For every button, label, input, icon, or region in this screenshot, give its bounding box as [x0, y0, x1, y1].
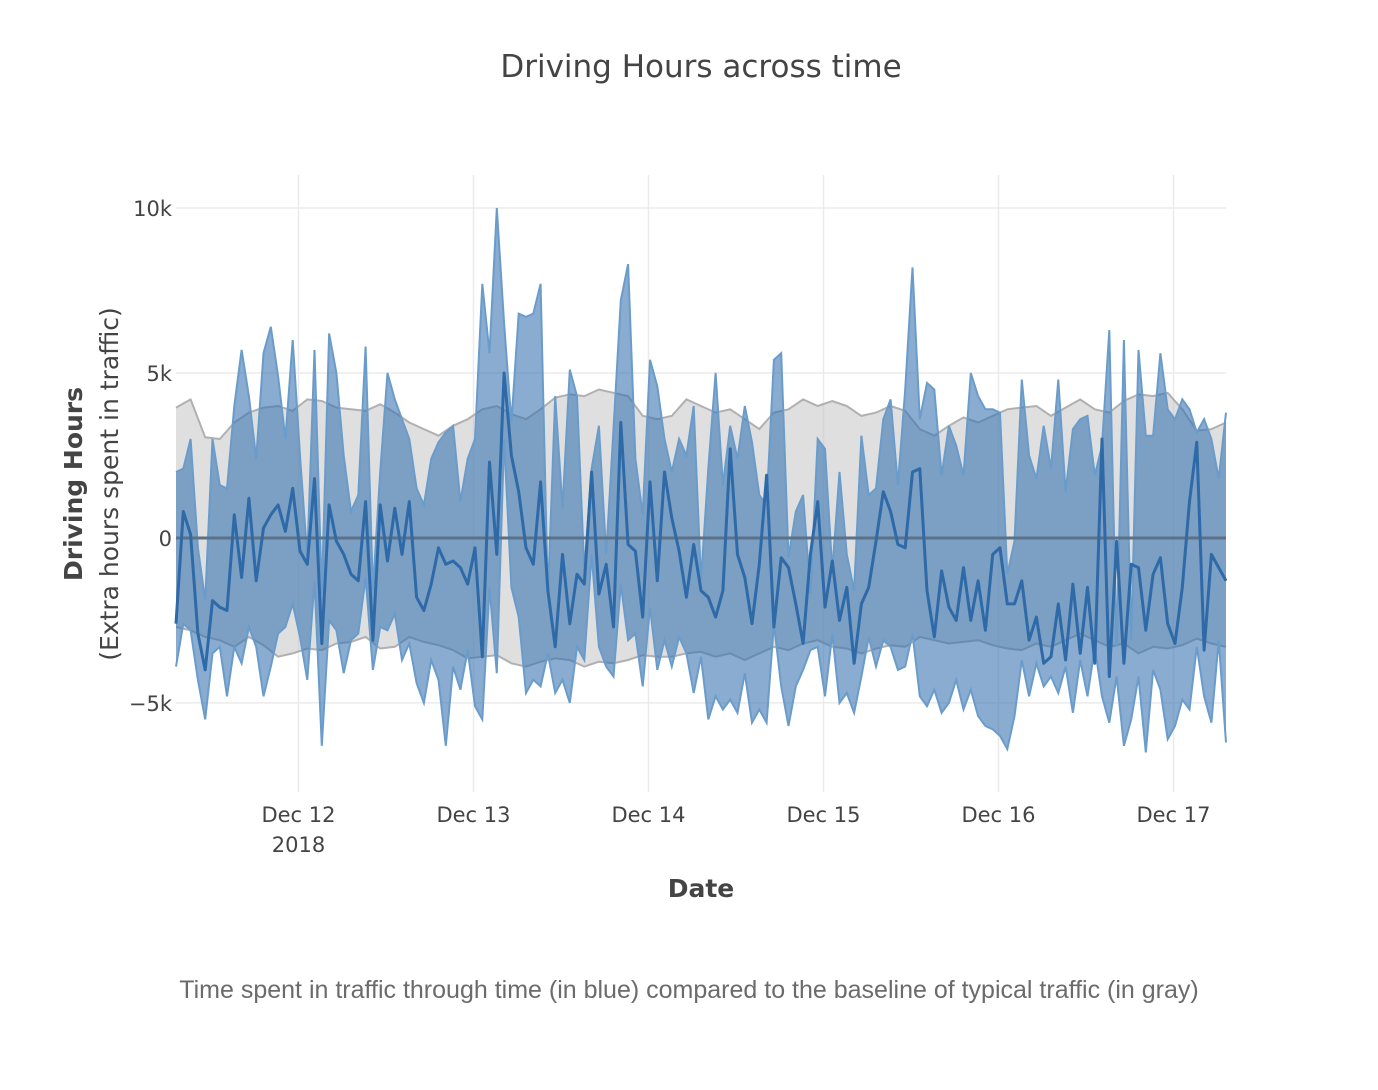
- chart: 10k 5k 0 −5k Dec 12 2018 Dec 13 Dec 14 Dec 15 Dec…: [59, 49, 1228, 903]
- y-axis-title: Driving Hours: [59, 387, 88, 581]
- x-tick-label: Dec 13: [436, 803, 510, 827]
- y-tick-label: 0: [159, 527, 172, 551]
- traffic-band-fill: [176, 208, 1226, 753]
- x-tick-label: Dec 15: [786, 803, 860, 827]
- x-tick-label: Dec 14: [611, 803, 685, 827]
- y-tick-label: −5k: [129, 692, 173, 716]
- x-tick-label: Dec 17: [1136, 803, 1210, 827]
- traffic-band: [174, 207, 1228, 753]
- axes: 10k 5k 0 −5k Dec 12 2018 Dec 13 Dec 14 Dec 15 Dec…: [129, 197, 1211, 857]
- y-tick-label: 5k: [146, 362, 172, 386]
- chart-title: Driving Hours across time: [500, 49, 901, 85]
- traffic-upper-line: [175, 207, 1227, 647]
- y-tick-label: 10k: [133, 197, 173, 221]
- x-axis-title: Date: [668, 874, 735, 903]
- traffic-lower-line: [175, 438, 1227, 753]
- x-tick-sublabel: 2018: [272, 833, 325, 857]
- traffic-line: [174, 371, 1228, 678]
- figure-caption: Time spent in traffic through time (in b…: [179, 976, 1199, 1004]
- x-tick-label: Dec 12: [261, 803, 335, 827]
- baseline-upper-line: [175, 388, 1227, 441]
- y-axis-subtitle: (Extra hours spent in traffic): [95, 307, 124, 661]
- x-tick-label: Dec 16: [961, 803, 1035, 827]
